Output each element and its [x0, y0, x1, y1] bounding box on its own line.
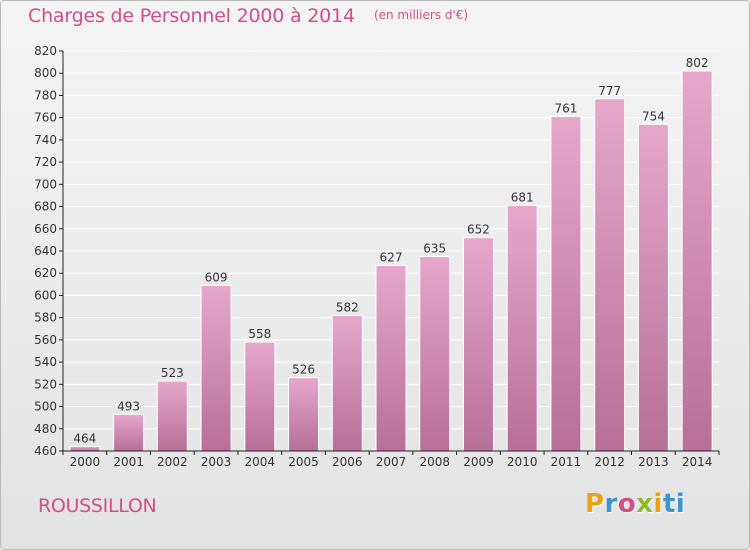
entity-name: ROUSSILLON [38, 495, 157, 517]
bar [288, 377, 320, 452]
y-tick-label: 620 [34, 266, 57, 280]
bar [637, 123, 669, 452]
bar [594, 98, 626, 452]
data-label: 652 [467, 223, 490, 237]
bar [462, 237, 494, 452]
bar [375, 264, 407, 452]
y-tick-label: 560 [34, 333, 57, 347]
data-label: 627 [380, 250, 403, 264]
x-tick-label: 2000 [70, 455, 101, 469]
data-label: 802 [686, 56, 709, 70]
logo-letter: x [636, 489, 654, 519]
y-tick-label: 640 [34, 244, 57, 258]
data-label: 582 [336, 300, 359, 314]
y-tick-label: 460 [34, 444, 57, 458]
bar [156, 380, 188, 452]
bar [113, 413, 145, 452]
logo-letter: P [585, 489, 605, 519]
proxiti-logo: Proxiti [585, 489, 685, 519]
data-label: 526 [292, 363, 315, 377]
bar [200, 284, 232, 452]
x-tick-label: 2001 [113, 455, 144, 469]
chart-title: Charges de Personnel 2000 à 2014 [28, 5, 355, 27]
x-tick-label: 2005 [288, 455, 319, 469]
title-row: Charges de Personnel 2000 à 2014 (en mil… [28, 5, 468, 27]
data-label: 777 [598, 84, 621, 98]
y-tick-label: 600 [34, 288, 57, 302]
bar [506, 204, 538, 452]
y-tick-label: 540 [34, 355, 57, 369]
x-tick-label: 2011 [551, 455, 582, 469]
x-tick-label: 2007 [376, 455, 407, 469]
bar [681, 70, 713, 452]
x-tick-label: 2002 [157, 455, 188, 469]
logo-letter: ti [662, 489, 686, 519]
y-tick-label: 520 [34, 377, 57, 391]
y-tick-label: 480 [34, 422, 57, 436]
data-label: 609 [205, 270, 228, 284]
y-tick-label: 720 [34, 155, 57, 169]
y-tick-label: 760 [34, 111, 57, 125]
logo-letter: r [604, 489, 618, 519]
y-tick-label: 800 [34, 66, 57, 80]
y-tick-label: 820 [34, 44, 57, 58]
logo-letter: i [653, 489, 663, 519]
data-label: 681 [511, 190, 534, 204]
data-label: 523 [161, 366, 184, 380]
data-label: 558 [248, 327, 271, 341]
x-tick-label: 2014 [682, 455, 713, 469]
x-tick-label: 2003 [201, 455, 232, 469]
y-tick-label: 500 [34, 400, 57, 414]
x-tick-label: 2006 [332, 455, 363, 469]
bar [550, 116, 582, 452]
y-tick-label: 580 [34, 311, 57, 325]
y-tick-label: 680 [34, 200, 57, 214]
x-tick-label: 2010 [507, 455, 538, 469]
bar [69, 446, 101, 452]
bar [331, 314, 363, 452]
bar [244, 341, 276, 452]
x-tick-label: 2008 [419, 455, 450, 469]
chart-subtitle: (en milliers d'€) [373, 8, 469, 22]
bar [419, 256, 451, 452]
x-tick-label: 2004 [245, 455, 276, 469]
y-tick-label: 780 [34, 88, 57, 102]
data-label: 464 [73, 432, 96, 446]
x-tick-label: 2009 [463, 455, 494, 469]
x-tick-label: 2012 [594, 455, 625, 469]
data-label: 493 [117, 399, 140, 413]
data-label: 754 [642, 109, 665, 123]
data-label: 761 [554, 102, 577, 116]
x-tick-label: 2013 [638, 455, 669, 469]
y-tick-label: 700 [34, 177, 57, 191]
y-tick-label: 740 [34, 133, 57, 147]
data-label: 635 [423, 242, 446, 256]
logo-letter: o [617, 489, 637, 519]
y-tick-label: 660 [34, 222, 57, 236]
